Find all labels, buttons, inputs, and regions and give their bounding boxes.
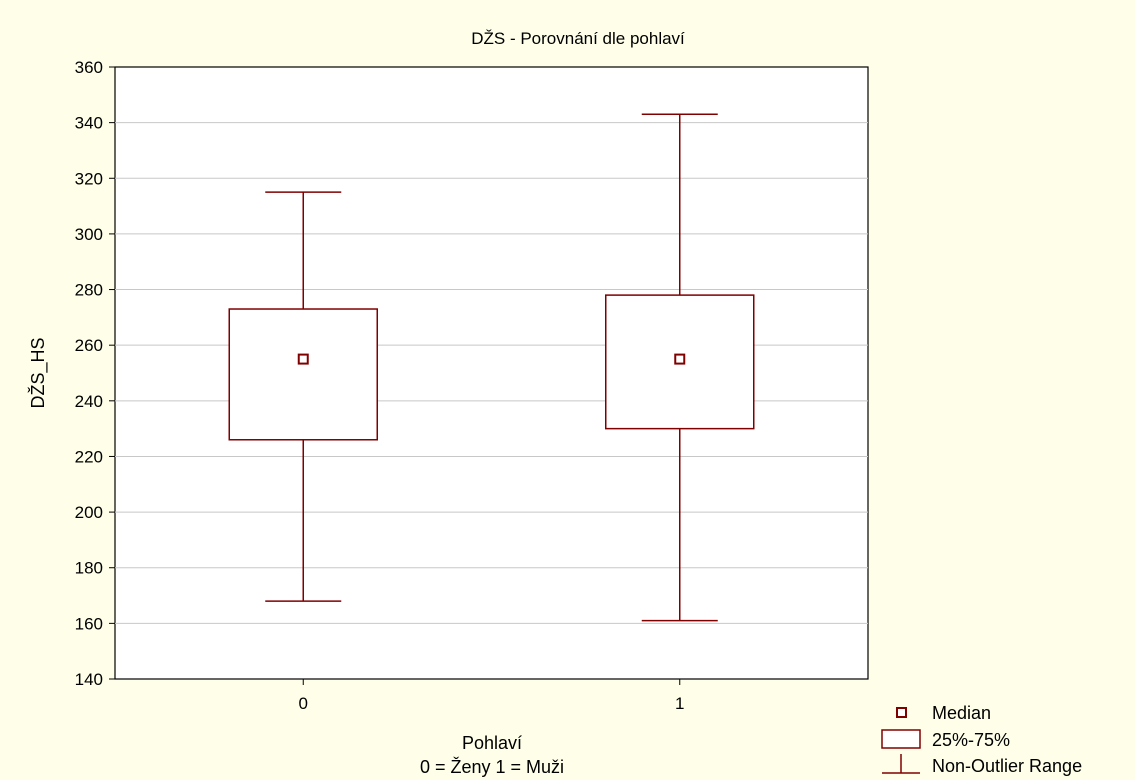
y-tick-label: 300	[75, 225, 103, 244]
legend-whisker-marker	[882, 754, 920, 774]
y-tick-label: 360	[75, 58, 103, 77]
y-axis-title: DŽS_HS	[28, 337, 49, 408]
legend-median-label: Median	[932, 703, 991, 723]
x-axis-subtitle: 0 = Ženy 1 = Muži	[420, 757, 564, 777]
x-tick-label: 0	[299, 694, 308, 713]
box-0	[228, 191, 378, 602]
y-tick-label: 180	[75, 559, 103, 578]
legend-range-label: Non-Outlier Range	[932, 756, 1082, 776]
y-tick-label: 280	[75, 281, 103, 300]
x-tick-label: 1	[675, 694, 684, 713]
y-tick-label: 220	[75, 447, 103, 466]
x-axis-title: Pohlaví	[462, 733, 522, 753]
y-axis-ticks: 140 160 180 200 220 240 260 280 300 320 340 360	[75, 58, 115, 689]
box-series	[228, 113, 755, 622]
legend-box-label: 25%-75%	[932, 730, 1010, 750]
legend-median-marker	[896, 707, 907, 718]
y-tick-label: 260	[75, 336, 103, 355]
y-tick-label: 340	[75, 114, 103, 133]
chart-title: DŽS - Porovnání dle pohlaví	[471, 29, 685, 48]
box-1	[605, 113, 755, 622]
y-tick-label: 160	[75, 614, 103, 633]
legend-box-marker	[881, 729, 921, 749]
iqr-box	[228, 308, 378, 441]
y-tick-label: 140	[75, 670, 103, 689]
y-tick-label: 320	[75, 169, 103, 188]
chart-legend: Median 25%-75% Non-Outlier Range	[881, 703, 1082, 776]
plot-area	[114, 66, 869, 680]
y-tick-label: 240	[75, 392, 103, 411]
median-marker	[674, 353, 686, 365]
median-marker	[297, 353, 309, 365]
y-tick-label: 200	[75, 503, 103, 522]
